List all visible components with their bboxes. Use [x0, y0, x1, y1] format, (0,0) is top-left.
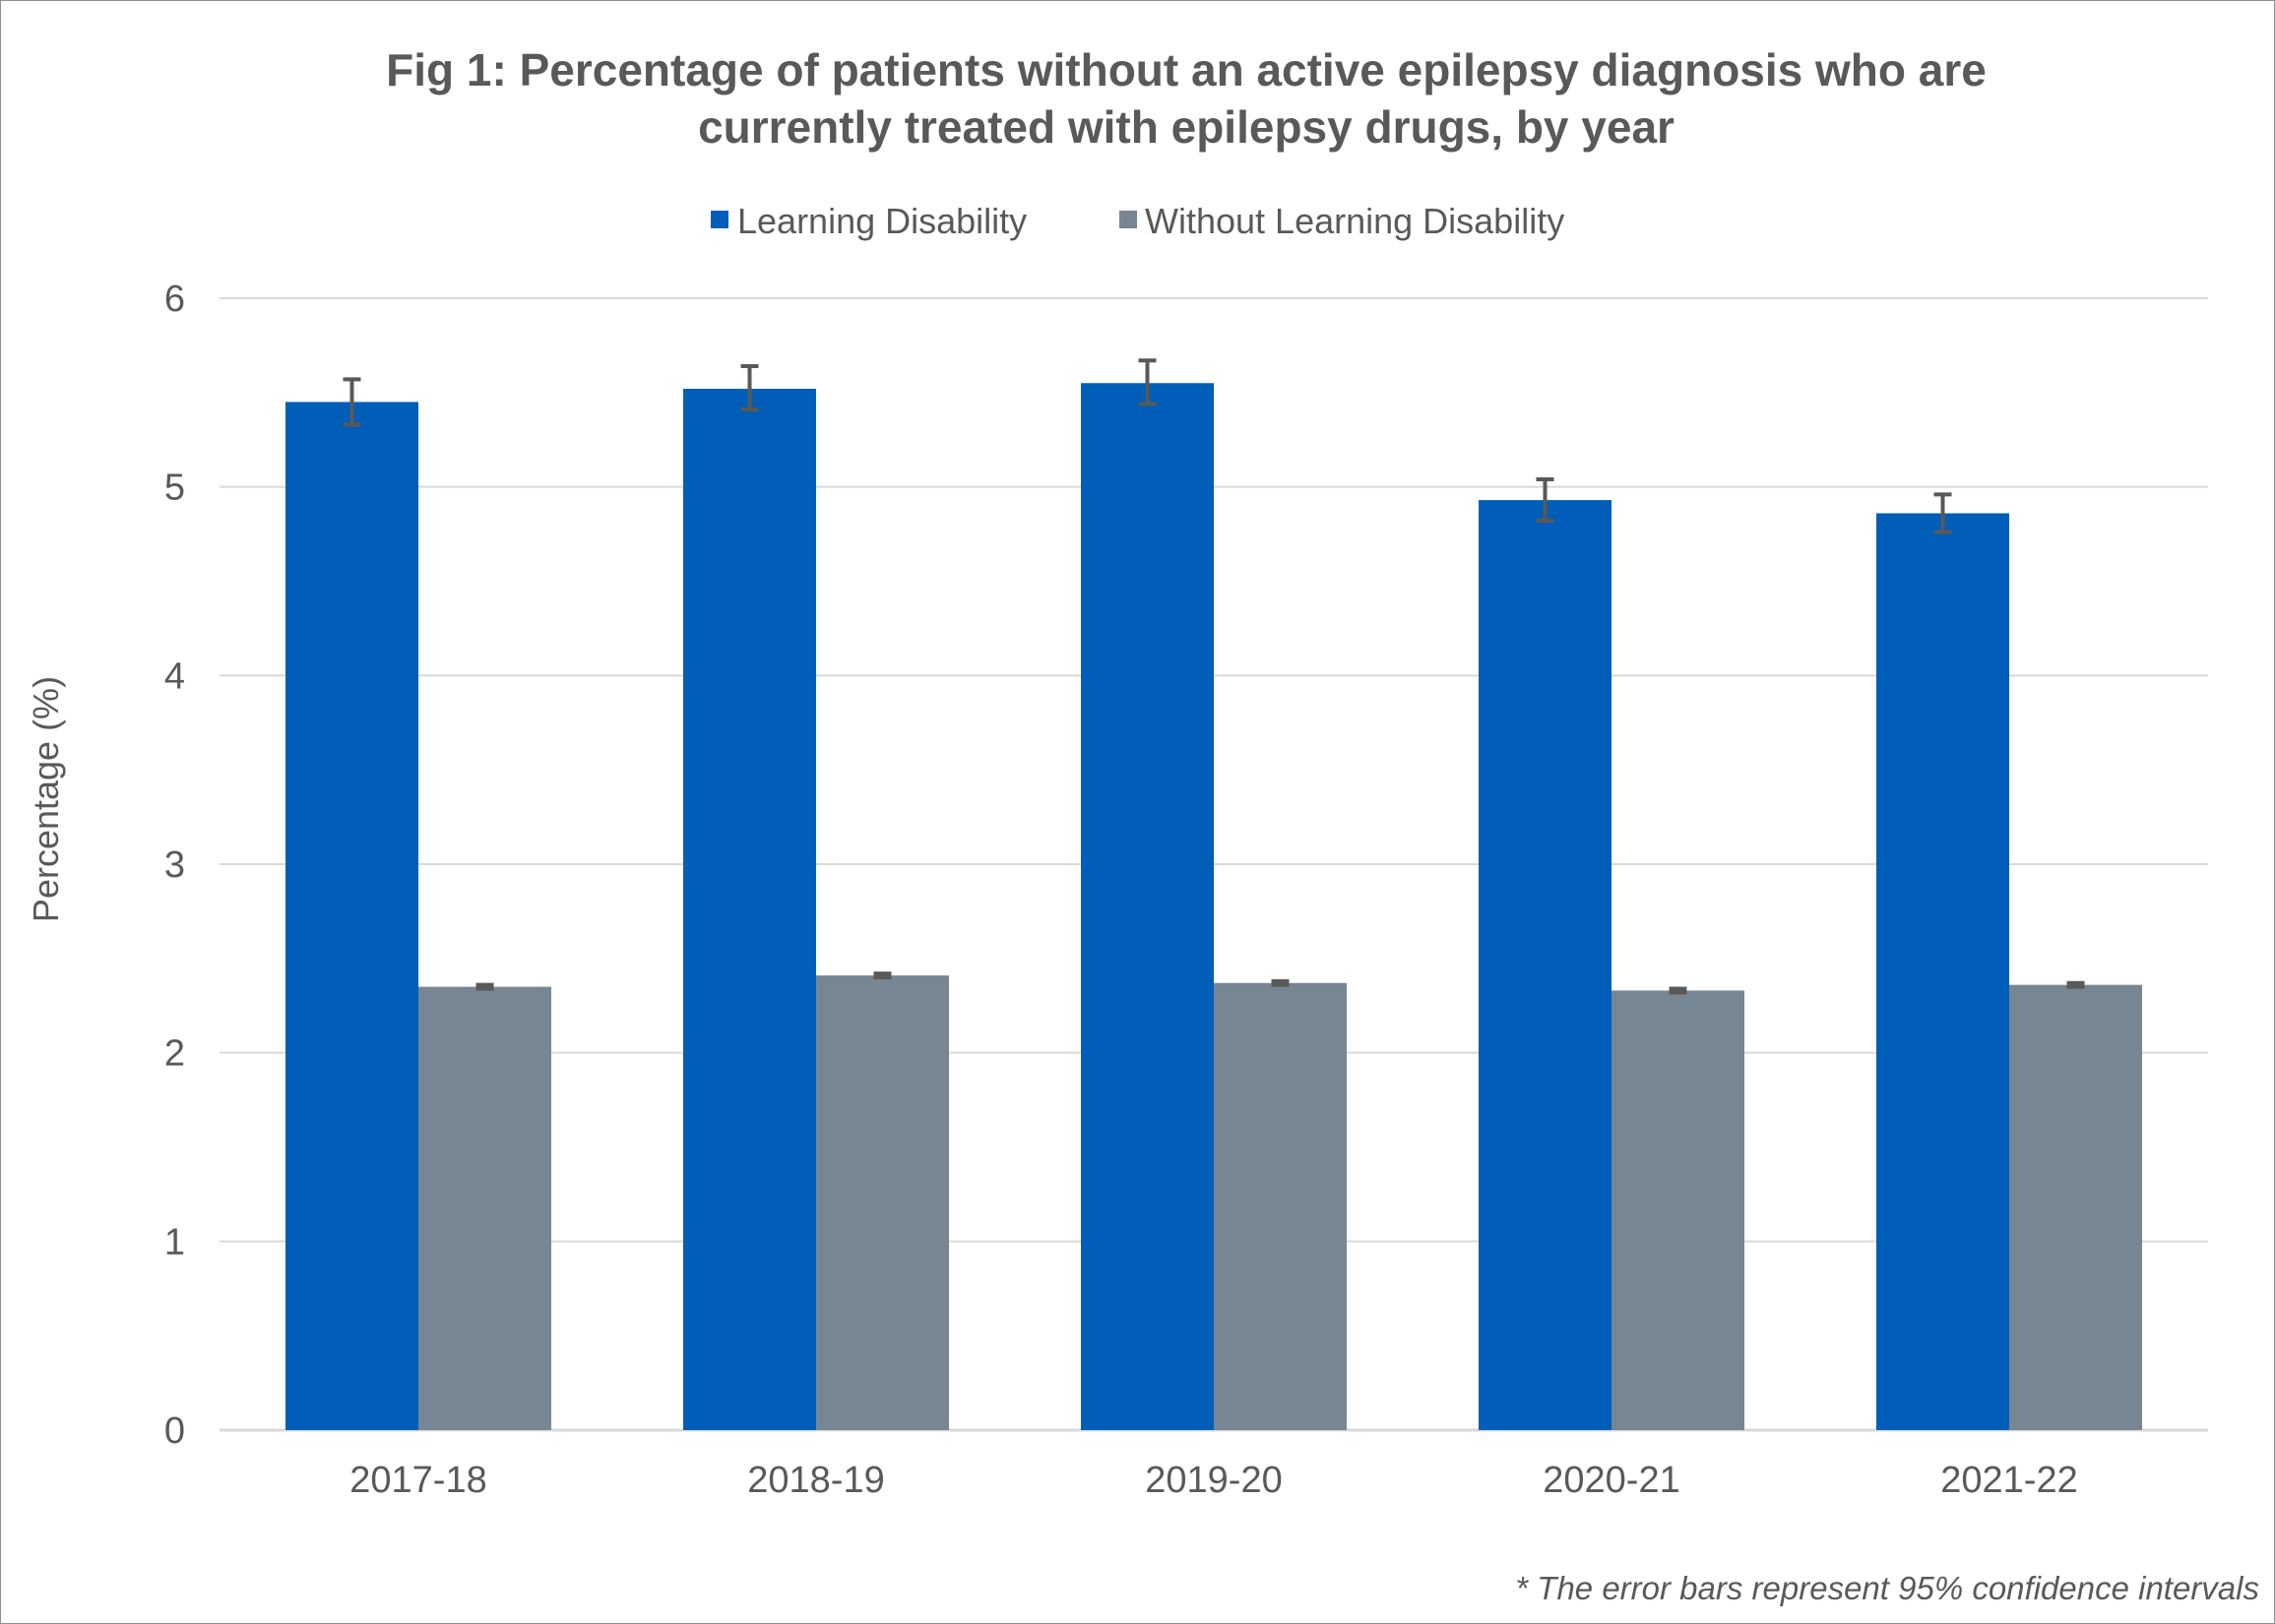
- chart-title-line-2: currently treated with epilepsy drugs, b…: [698, 101, 1675, 153]
- error-bar: [2066, 980, 2085, 989]
- legend-swatch: [711, 211, 728, 228]
- y-tick-label: 6: [164, 279, 185, 320]
- error-bar: [1933, 492, 1952, 534]
- x-tick-label: 2021-22: [1940, 1460, 2077, 1501]
- error-bar: [343, 377, 361, 427]
- x-tick-label: 2018-19: [747, 1460, 884, 1501]
- y-tick-label: 4: [164, 656, 185, 697]
- error-bar: [1669, 986, 1687, 995]
- legend-swatch: [1119, 211, 1137, 228]
- bar-without-learning-disability-2021-22: [2009, 984, 2142, 1430]
- legend-label: Learning Disability: [737, 201, 1027, 241]
- error-bar: [1271, 978, 1290, 987]
- y-tick-label: 3: [164, 844, 185, 886]
- bar-learning-disability-2017-18: [285, 402, 418, 1431]
- bar-without-learning-disability-2020-21: [1611, 990, 1744, 1430]
- y-axis-title: Percentage (%): [26, 676, 66, 922]
- bar-learning-disability-2018-19: [683, 389, 816, 1430]
- axis-ticks: 0 1 2 3 4 5 6 2017-18 2018-19 2019-20 2020-21 2021-…: [164, 279, 2078, 1501]
- error-bar: [1536, 477, 1554, 524]
- y-tick-label: 1: [164, 1221, 185, 1263]
- bar-without-learning-disability-2018-19: [816, 975, 949, 1430]
- footnote: * The error bars represent 95% confidenc…: [1515, 1570, 2259, 1606]
- bar-learning-disability-2021-22: [1876, 513, 2009, 1430]
- bar-without-learning-disability-2019-20: [1214, 982, 1347, 1430]
- error-bar: [1138, 358, 1157, 406]
- error-bar: [873, 971, 892, 979]
- legend-label: Without Learning Disability: [1145, 201, 1564, 241]
- bar-learning-disability-2020-21: [1479, 500, 1611, 1430]
- y-tick-label: 5: [164, 468, 185, 509]
- legend: Learning Disability Without Learning Disa…: [711, 201, 1564, 241]
- chart-title-line-1: Fig 1: Percentage of patients without an…: [386, 44, 1987, 95]
- bar-learning-disability-2019-20: [1081, 383, 1214, 1430]
- x-tick-label: 2020-21: [1543, 1460, 1679, 1501]
- x-tick-label: 2017-18: [349, 1460, 486, 1501]
- y-tick-label: 2: [164, 1033, 185, 1075]
- error-bar: [475, 982, 494, 991]
- bar-without-learning-disability-2017-18: [418, 986, 551, 1430]
- error-bar: [740, 364, 759, 412]
- bars: [285, 383, 2142, 1431]
- error-bars: [343, 358, 2085, 995]
- y-tick-label: 0: [164, 1410, 185, 1452]
- x-tick-label: 2019-20: [1145, 1460, 1282, 1501]
